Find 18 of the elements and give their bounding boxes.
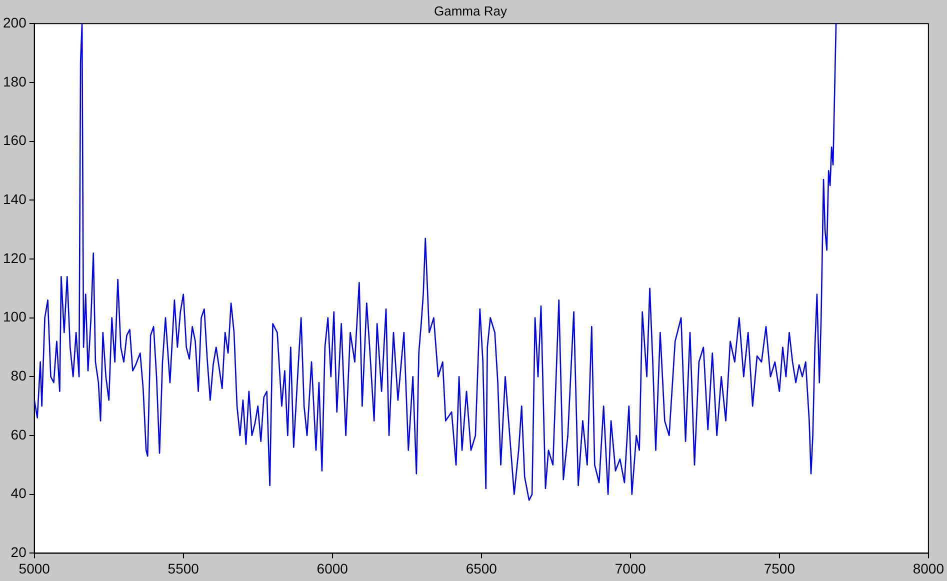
y-tick-label: 20	[10, 544, 27, 560]
x-tick-label: 5500	[168, 560, 200, 576]
chart-title: Gamma Ray	[434, 3, 508, 18]
y-tick-label: 100	[3, 308, 27, 325]
x-tick-label: 8000	[912, 560, 944, 576]
y-tick-label: 120	[3, 250, 27, 266]
y-tick-label: 40	[10, 485, 27, 502]
x-tick-label: 7500	[764, 560, 796, 576]
x-tick-label: 6500	[466, 560, 498, 576]
y-tick-label: 60	[10, 426, 27, 442]
y-tick-label: 160	[3, 132, 27, 148]
y-tick-label: 180	[3, 73, 27, 90]
x-tick-label: 5000	[18, 560, 50, 576]
y-tick-label: 140	[3, 190, 27, 207]
y-tick-label: 200	[3, 14, 27, 30]
x-tick-label: 7000	[614, 560, 646, 576]
y-tick-label: 80	[10, 368, 27, 384]
x-tick-label: 6000	[316, 560, 348, 576]
